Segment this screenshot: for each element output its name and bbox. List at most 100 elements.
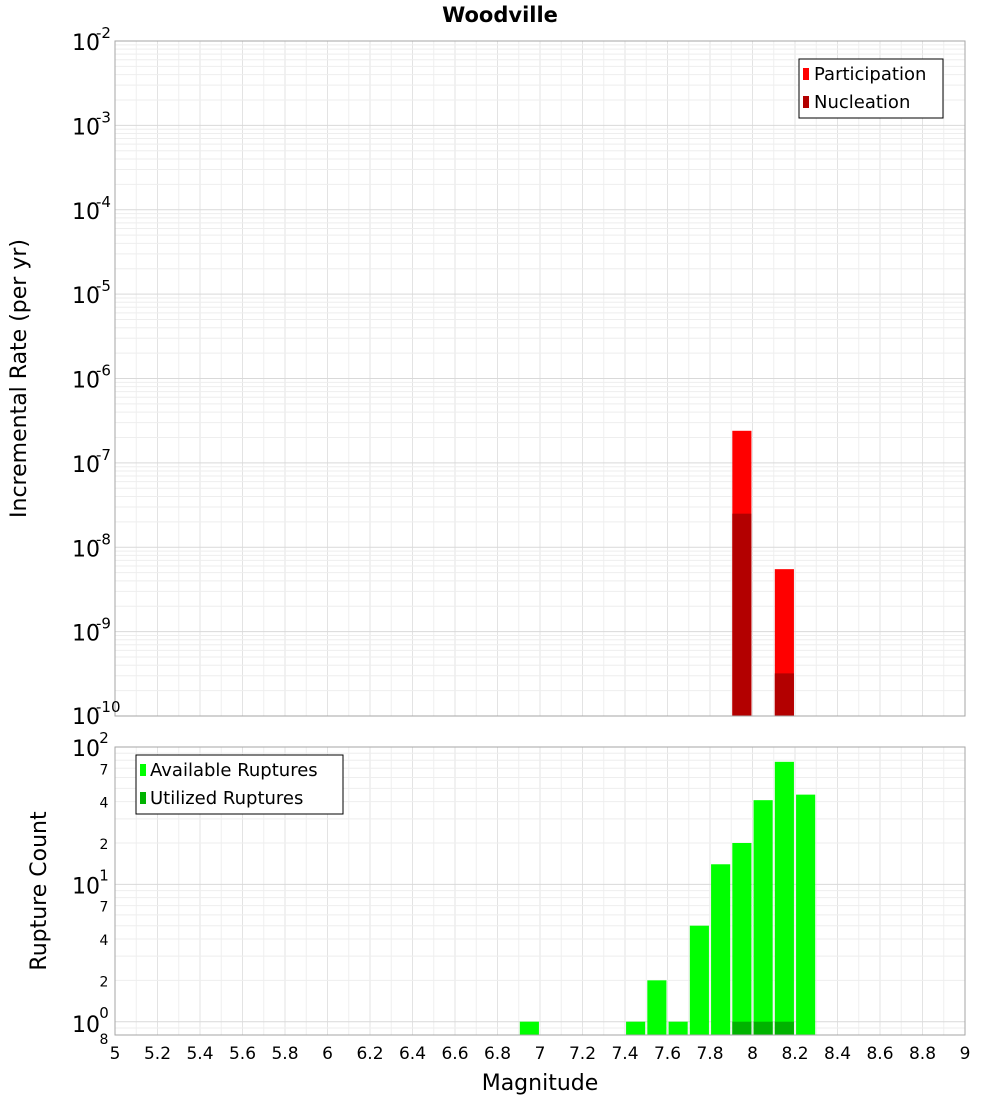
rate-legend-label: Nucleation <box>814 92 910 113</box>
count-ytick-exp: 0 <box>99 1004 109 1022</box>
chart-title: Woodville <box>442 3 558 27</box>
count-ytick-minor-label: 7 <box>100 762 109 778</box>
x-tick-label: 7.8 <box>696 1044 723 1064</box>
x-tick-label: 5 <box>110 1044 121 1064</box>
rate-ytick-base: 10 <box>72 537 100 562</box>
count-legend-label: Utilized Ruptures <box>150 788 303 809</box>
count-ytick-minor-label: 4 <box>100 933 109 949</box>
rate-ytick-label: 10-6 <box>72 362 111 394</box>
rate-ytick-label: 10-8 <box>72 530 111 562</box>
rate-ytick-base: 10 <box>72 705 100 730</box>
x-tick-label: 8 <box>747 1044 758 1064</box>
utilized-ruptures-bar <box>753 1021 773 1035</box>
rate-ytick-exp: -4 <box>96 193 111 211</box>
x-tick-label: 6.2 <box>356 1044 383 1064</box>
rate-ytick-base: 10 <box>72 31 100 56</box>
available-ruptures-bar <box>689 925 709 1035</box>
x-tick-label: 9 <box>960 1044 971 1064</box>
x-tick-label: 6 <box>322 1044 333 1064</box>
x-tick-label: 6.8 <box>484 1044 511 1064</box>
rate-legend-box <box>798 58 944 119</box>
available-ruptures-bar <box>796 794 816 1035</box>
count-ytick-base: 10 <box>72 737 100 762</box>
rate-ytick-label: 10-2 <box>72 24 111 56</box>
rate-ytick-base: 10 <box>72 369 100 394</box>
nucleation-bar <box>732 513 752 716</box>
count-ytick-base: 10 <box>72 874 100 899</box>
rate-legend-swatch <box>803 68 809 80</box>
available-ruptures-bar <box>732 843 752 1035</box>
x-tick-label: 8.4 <box>824 1044 851 1064</box>
rate-ytick-label: 10-5 <box>72 277 111 309</box>
x-tick-label: 7.4 <box>611 1044 638 1064</box>
count-ytick-minor-label: 7 <box>100 900 109 916</box>
rate-ytick-exp: -6 <box>96 362 111 380</box>
rate-ytick-exp: -3 <box>96 108 111 126</box>
rate-ytick-base: 10 <box>72 200 100 225</box>
count-ytick-label: 10 2 <box>72 729 109 762</box>
rate-ytick-base: 10 <box>72 115 100 140</box>
available-ruptures-bar <box>647 980 667 1035</box>
count-legend-swatch <box>140 764 146 776</box>
x-tick-label: 5.6 <box>229 1044 256 1064</box>
rate-legend-swatch <box>803 96 809 108</box>
x-axis-label: Magnitude <box>482 1071 599 1096</box>
count-y-axis-label: Rupture Count <box>27 811 52 971</box>
rate-ytick-label: 10-9 <box>72 615 111 647</box>
count-ytick-minor-label: 2 <box>100 974 109 990</box>
count-ytick-minor-label: 8 <box>100 1032 109 1048</box>
utilized-ruptures-bar <box>732 1021 752 1035</box>
rate-ytick-exp: -2 <box>96 24 111 42</box>
count-ytick-exp: 2 <box>99 729 109 747</box>
rate-ytick-base: 10 <box>72 284 100 309</box>
x-tick-label: 6.6 <box>441 1044 468 1064</box>
count-ytick-base: 10 <box>72 1013 100 1038</box>
rate-ytick-exp: -10 <box>96 698 121 716</box>
utilized-ruptures-bar <box>774 1021 794 1035</box>
x-tick-label: 7 <box>535 1044 546 1064</box>
rate-legend-label: Participation <box>814 64 926 85</box>
count-ytick-minor-label: 4 <box>100 796 109 812</box>
rate-ytick-base: 10 <box>72 453 100 478</box>
count-legend-label: Available Ruptures <box>150 760 318 781</box>
count-ytick-label: 10 1 <box>72 866 109 899</box>
count-legend-box <box>135 754 344 815</box>
available-ruptures-bar <box>774 761 794 1035</box>
rate-plot-border <box>114 40 966 717</box>
available-ruptures-bar <box>626 1021 646 1035</box>
rate-ytick-exp: -8 <box>96 530 111 548</box>
available-ruptures-bar <box>519 1021 539 1035</box>
x-tick-label: 5.4 <box>186 1044 213 1064</box>
rate-y-axis-label: Incremental Rate (per yr) <box>7 239 32 518</box>
rate-ytick-label: 10-10 <box>72 698 121 730</box>
x-tick-label: 8.2 <box>781 1044 808 1064</box>
count-legend-swatch <box>140 792 146 804</box>
x-tick-label: 5.8 <box>271 1044 298 1064</box>
nucleation-bar <box>774 673 794 716</box>
x-tick-label: 8.6 <box>866 1044 893 1064</box>
count-ytick-exp: 1 <box>99 866 109 884</box>
x-tick-label: 7.6 <box>654 1044 681 1064</box>
rate-ytick-label: 10-4 <box>72 193 111 225</box>
rate-ytick-exp: -7 <box>96 446 111 464</box>
rate-ytick-label: 10-7 <box>72 446 111 478</box>
count-plot-border <box>114 746 966 1036</box>
count-legend: Available Ruptures Utilized Ruptures <box>135 754 344 815</box>
rate-ytick-base: 10 <box>72 622 100 647</box>
available-ruptures-bar <box>753 800 773 1035</box>
x-tick-label: 7.2 <box>569 1044 596 1064</box>
available-ruptures-bar <box>668 1021 688 1035</box>
rate-ytick-label: 10-3 <box>72 108 111 140</box>
rate-legend: Participation Nucleation <box>798 58 944 119</box>
x-tick-label: 5.2 <box>144 1044 171 1064</box>
available-ruptures-bar <box>711 864 731 1035</box>
count-ytick-minor-label: 2 <box>100 837 109 853</box>
rate-panel: 10-210-310-410-510-610-710-810-910-10Inc… <box>7 3 966 730</box>
rate-ytick-exp: -5 <box>96 277 111 295</box>
x-tick-label: 6.4 <box>399 1044 426 1064</box>
rate-ytick-exp: -9 <box>96 615 111 633</box>
count-ytick-label: 10 0 <box>72 1004 109 1038</box>
